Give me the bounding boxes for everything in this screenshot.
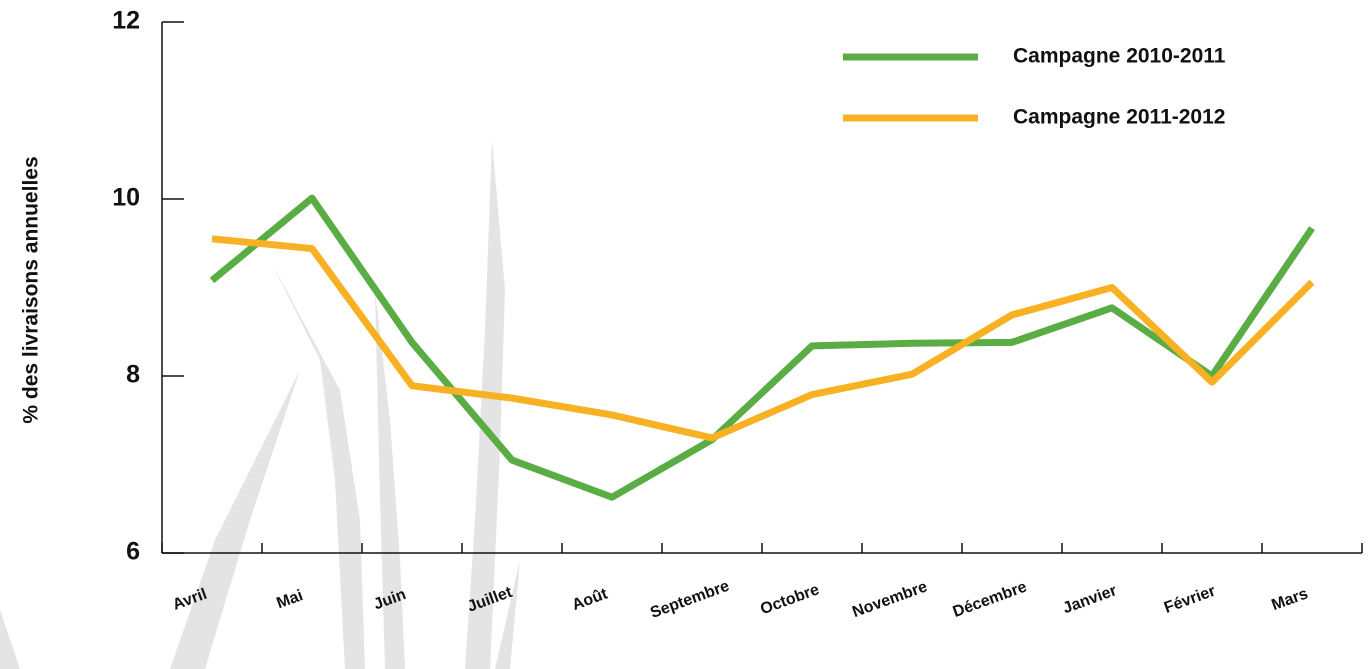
x-tick-label: Novembre — [850, 578, 929, 621]
y-tick-label: 8 — [126, 361, 140, 389]
background-decoration — [0, 140, 520, 669]
series-line — [209, 194, 1315, 501]
x-tick-label: Septembre — [648, 578, 732, 622]
x-tick-label: Décembre — [951, 578, 1030, 620]
legend-label: Campagne 2010-2011 — [1013, 45, 1226, 68]
x-tick-label: Août — [570, 585, 611, 614]
x-tick-label: Mars — [1269, 585, 1310, 614]
y-tick-label: 6 — [126, 538, 140, 566]
y-tick-label: 10 — [112, 184, 140, 212]
y-tick-label: 12 — [112, 7, 140, 35]
x-tick-label: Février — [1162, 583, 1218, 617]
y-axis-label: % des livraisons annuelles — [20, 156, 43, 423]
legend-label: Campagne 2011-2012 — [1013, 106, 1225, 129]
x-tick-label: Octobre — [758, 581, 822, 618]
x-tick-label: Mai — [274, 587, 305, 612]
x-tick-label: Janvier — [1061, 582, 1119, 617]
series-line — [211, 235, 1315, 442]
